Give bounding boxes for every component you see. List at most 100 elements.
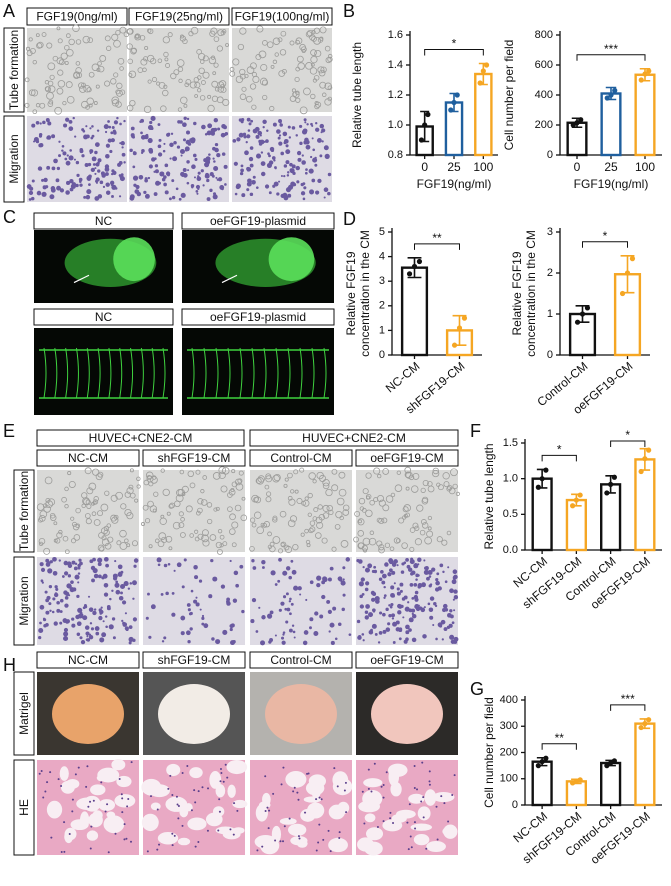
cell	[396, 470, 402, 475]
nucleus	[106, 803, 109, 806]
cell	[322, 576, 328, 582]
cell	[231, 542, 237, 548]
bar	[600, 761, 622, 807]
cell	[157, 58, 163, 64]
cell	[257, 130, 263, 136]
cell	[124, 491, 131, 498]
image-label: oeFGF19-CM	[370, 653, 443, 667]
cell	[234, 504, 242, 512]
cell	[158, 138, 162, 142]
cell	[272, 184, 276, 188]
cell	[56, 600, 60, 605]
cell	[85, 134, 90, 139]
cell	[84, 467, 92, 475]
nucleus	[100, 781, 103, 784]
cell	[177, 107, 183, 112]
cell	[384, 562, 389, 567]
cell	[323, 145, 329, 151]
cell	[416, 504, 424, 512]
cell	[54, 592, 59, 598]
significance-label: **	[555, 731, 565, 745]
cell	[215, 639, 221, 645]
cell	[268, 191, 272, 195]
cell	[422, 496, 429, 503]
vessel	[75, 347, 79, 399]
cell	[428, 575, 432, 578]
he-space	[80, 811, 90, 829]
cell	[46, 91, 54, 100]
he-space	[212, 806, 225, 817]
data-point	[570, 122, 576, 128]
cell	[270, 64, 275, 69]
cell	[48, 584, 53, 589]
panel-letter: C	[3, 207, 16, 227]
cell	[392, 621, 398, 627]
cell	[131, 47, 138, 54]
vessel	[239, 347, 243, 399]
cell	[251, 179, 256, 185]
cell	[187, 608, 191, 612]
cell	[305, 598, 308, 601]
he-space	[337, 801, 350, 815]
row-label: Matrigel	[17, 692, 31, 735]
cell	[319, 154, 323, 158]
vessel	[54, 347, 58, 399]
cell	[262, 40, 268, 46]
cell	[274, 52, 279, 57]
cell	[269, 610, 274, 615]
nucleus	[453, 774, 456, 777]
cell	[179, 469, 185, 475]
cell	[427, 526, 432, 531]
y-tick-label: 1.5	[503, 437, 518, 449]
cell	[378, 577, 383, 581]
cell	[97, 158, 102, 163]
data-point	[425, 111, 431, 118]
row-label: Tube formation	[7, 30, 21, 110]
cell	[209, 30, 216, 37]
cell	[128, 73, 133, 77]
cell	[404, 466, 412, 474]
data-point	[573, 497, 579, 503]
nucleus	[367, 787, 370, 790]
cell	[321, 594, 326, 600]
cell	[45, 500, 54, 509]
cell	[160, 468, 165, 473]
nucleus	[89, 847, 92, 850]
cell	[453, 636, 459, 642]
nucleus	[304, 811, 307, 814]
cell	[285, 566, 291, 571]
cell	[264, 484, 270, 490]
panel-letter: F	[470, 421, 481, 441]
cell	[201, 534, 209, 543]
nucleus	[382, 820, 385, 823]
label-box	[355, 651, 459, 669]
cell	[68, 126, 74, 131]
cell	[118, 595, 124, 601]
nucleus	[272, 792, 275, 795]
he-space	[103, 815, 125, 834]
cell	[178, 78, 183, 83]
he-space	[279, 817, 297, 825]
cell	[70, 516, 75, 521]
cell	[280, 175, 283, 178]
cell	[105, 182, 110, 187]
cell	[159, 171, 165, 177]
cell	[353, 536, 359, 543]
cell	[282, 631, 286, 634]
cell	[401, 542, 408, 549]
cell	[287, 495, 293, 501]
data-point	[604, 763, 610, 769]
cell	[105, 143, 111, 148]
cell	[143, 105, 152, 114]
significance-label: ***	[621, 692, 635, 706]
he-space	[426, 841, 446, 852]
cell	[117, 58, 125, 65]
cell	[448, 623, 453, 628]
nucleus	[71, 810, 74, 813]
cell	[334, 523, 341, 530]
cell	[76, 173, 80, 178]
tube-image	[129, 28, 229, 112]
nucleus	[422, 816, 425, 819]
cell	[251, 559, 255, 563]
data-point	[461, 315, 468, 321]
